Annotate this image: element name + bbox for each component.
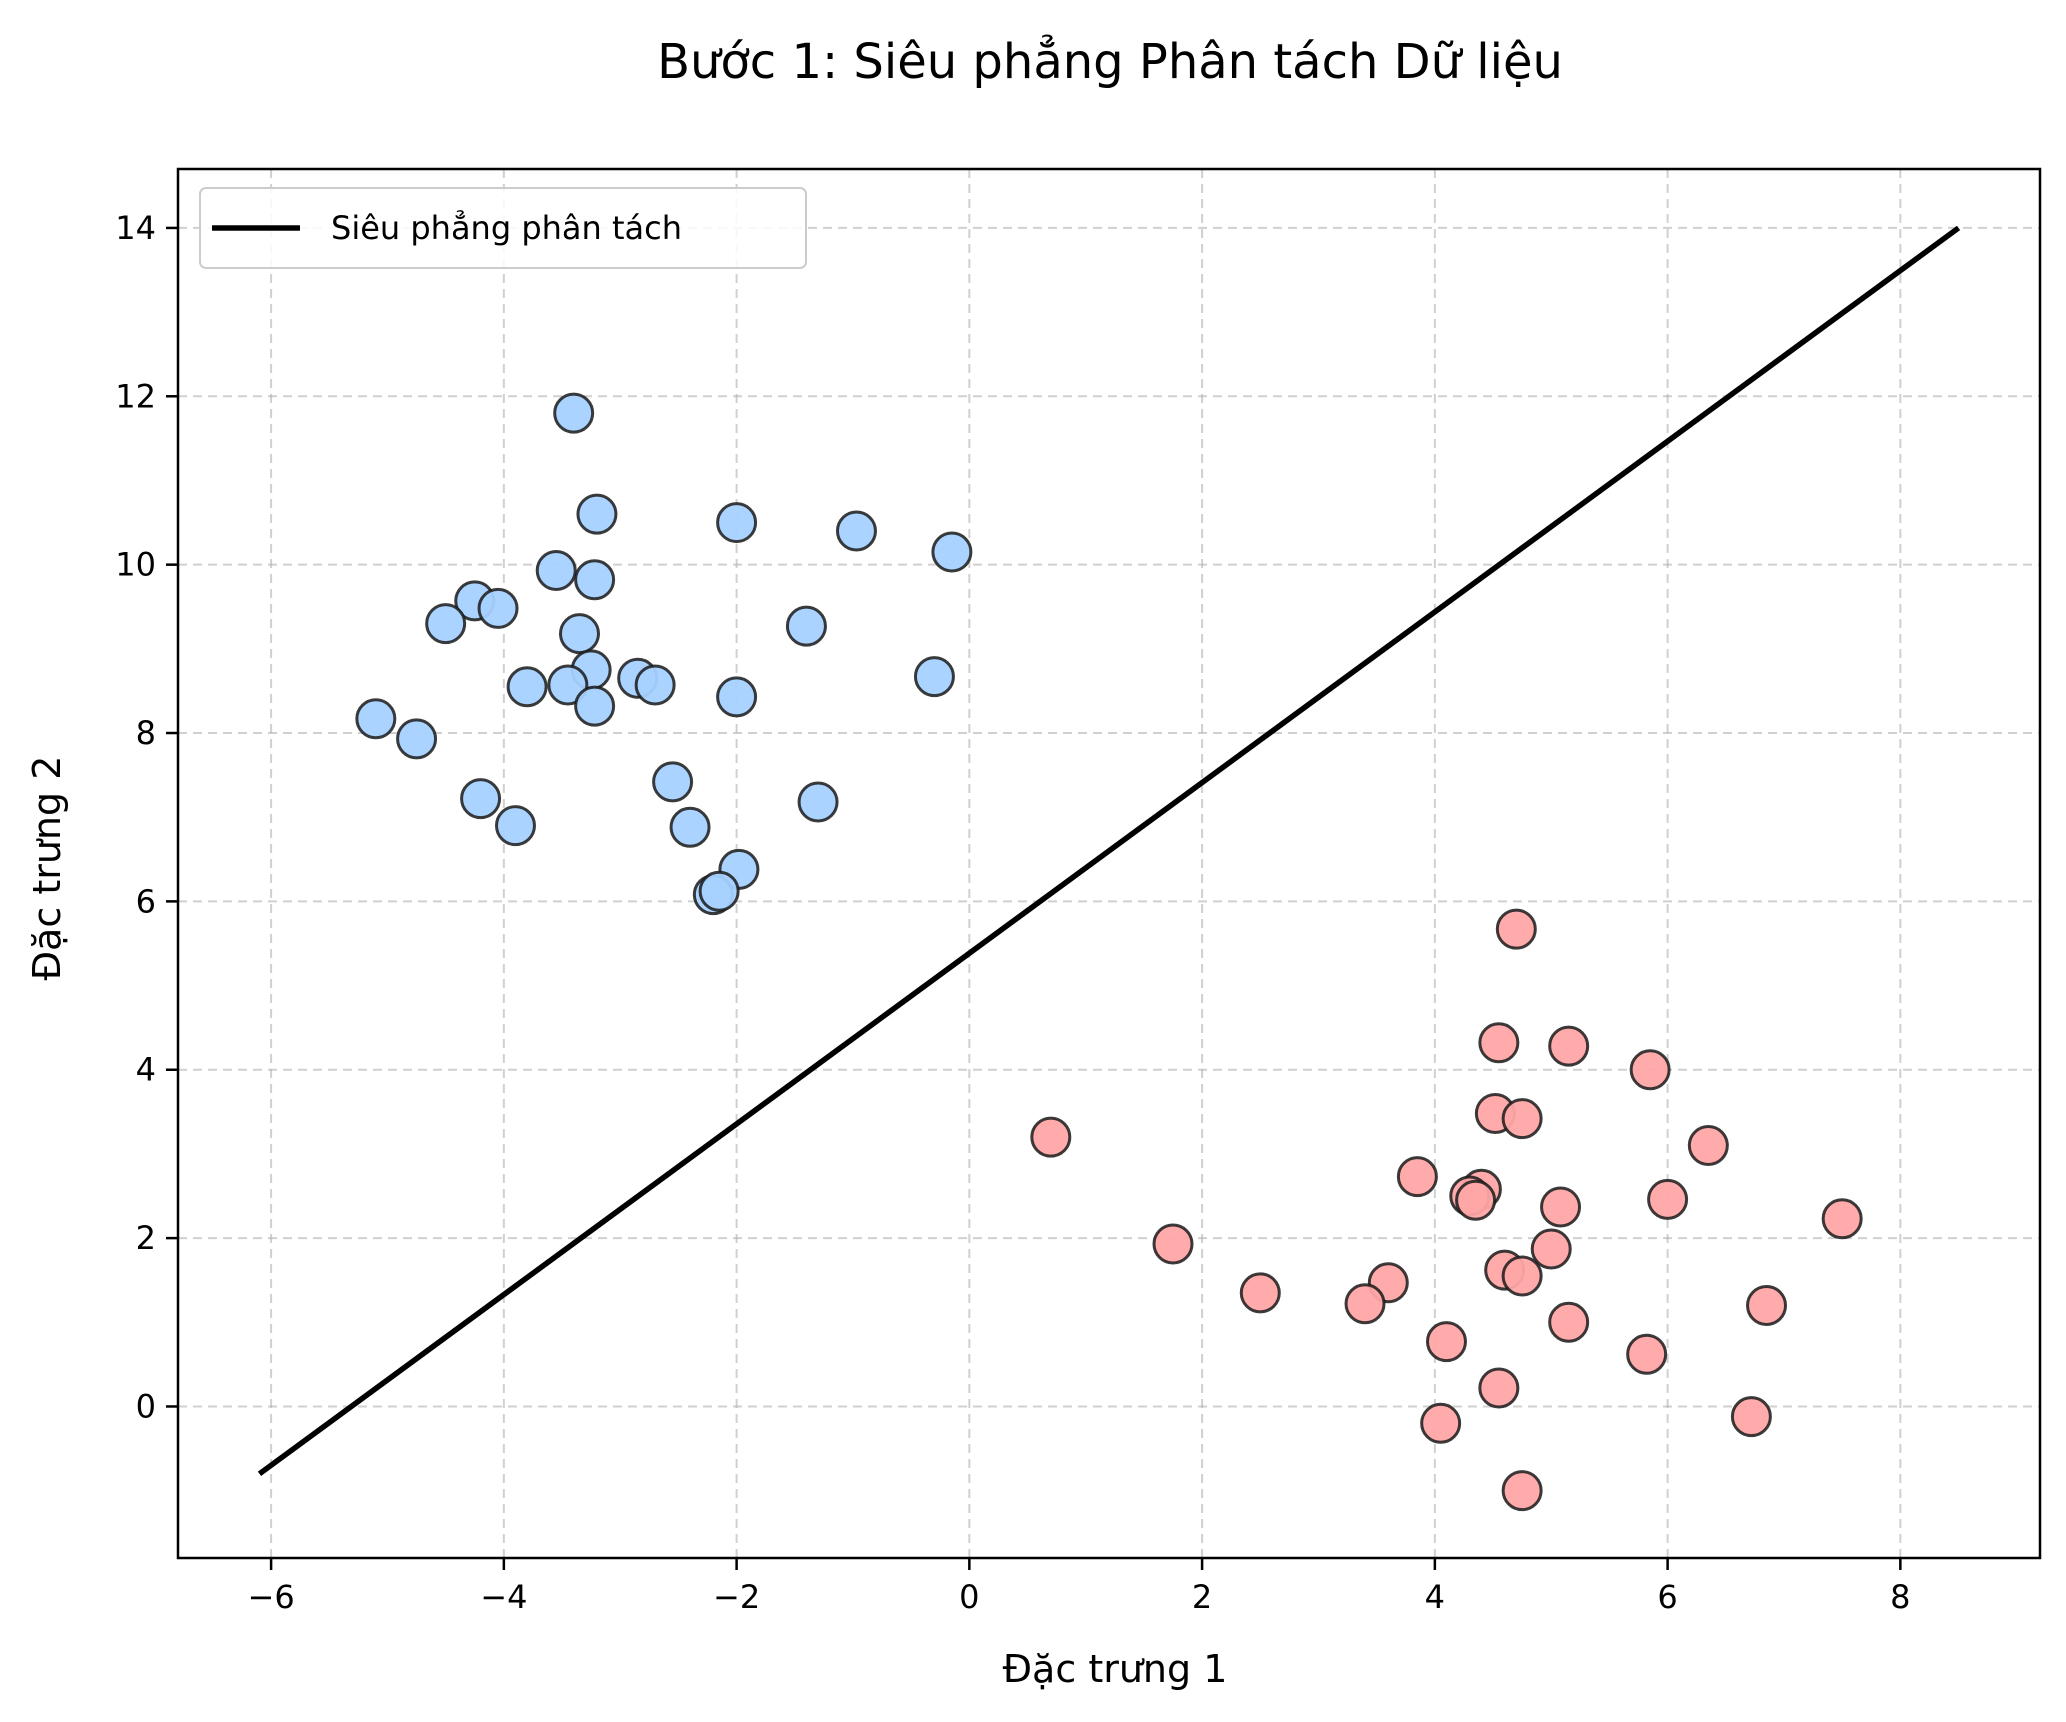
- y-tick-label: 8: [136, 714, 156, 752]
- data-point: [535, 550, 577, 592]
- hyperplane-line: [257, 225, 1961, 1477]
- data-point: [1626, 1333, 1668, 1375]
- data-point: [716, 676, 758, 718]
- data-point: [1420, 1402, 1462, 1444]
- data-point: [797, 781, 839, 823]
- legend-box: [199, 187, 807, 269]
- x-tick-label: 8: [1890, 1578, 1910, 1616]
- data-point: [1478, 1367, 1520, 1409]
- y-tick-label: 4: [136, 1051, 156, 1089]
- data-point: [1746, 1284, 1788, 1326]
- data-point: [425, 603, 467, 645]
- data-point: [576, 493, 618, 535]
- data-point: [355, 698, 397, 740]
- data-point: [1501, 1470, 1543, 1512]
- data-point: [547, 664, 589, 706]
- y-axis-label: Đặc trưng 2: [25, 756, 69, 981]
- y-tick-label: 6: [136, 882, 156, 920]
- x-tick-label: 2: [1192, 1578, 1212, 1616]
- x-tick-label: 0: [959, 1578, 979, 1616]
- data-point: [698, 870, 740, 912]
- chart-title: Bước 1: Siêu phẳng Phân tách Dữ liệu: [657, 34, 1563, 90]
- data-point: [558, 613, 600, 655]
- x-tick-label: 6: [1657, 1578, 1677, 1616]
- data-point: [1501, 1255, 1543, 1297]
- y-tick-label: 10: [115, 546, 156, 584]
- data-point: [574, 685, 616, 727]
- axis-ticks: −6 −4 −2 0 2 4 6 8 0 2 4 6 8 10 12 14: [115, 209, 1910, 1616]
- y-tick-label: 2: [136, 1219, 156, 1257]
- data-point: [506, 666, 548, 708]
- data-point: [1344, 1283, 1386, 1325]
- x-tick-label: 4: [1425, 1578, 1445, 1616]
- data-point: [1548, 1301, 1590, 1343]
- x-tick-label: −2: [713, 1578, 760, 1616]
- data-point: [574, 559, 616, 601]
- data-point: [1152, 1223, 1194, 1265]
- data-point: [1455, 1179, 1497, 1221]
- data-point: [1396, 1156, 1438, 1198]
- data-point: [669, 806, 711, 848]
- data-point: [1478, 1022, 1520, 1064]
- data-point: [1495, 908, 1537, 950]
- data-point: [553, 392, 595, 434]
- legend-label: Siêu phẳng phân tách: [331, 209, 682, 247]
- plot-frame: [176, 167, 2042, 1560]
- data-point: [1239, 1272, 1281, 1314]
- data-point: [1687, 1125, 1729, 1167]
- data-point: [1730, 1396, 1772, 1438]
- data-point: [785, 605, 827, 647]
- x-tick-label: −4: [480, 1578, 527, 1616]
- data-point: [716, 502, 758, 544]
- y-tick-label: 12: [115, 377, 156, 415]
- data-point: [1647, 1178, 1689, 1220]
- x-axis-label: Đặc trưng 1: [1003, 1647, 1228, 1691]
- data-point: [652, 761, 694, 803]
- data-point: [460, 778, 502, 820]
- data-point: [1030, 1116, 1072, 1158]
- data-point: [396, 718, 438, 760]
- data-point: [634, 664, 676, 706]
- data-point: [931, 531, 973, 573]
- data-point: [1629, 1049, 1671, 1091]
- x-tick-label: −6: [248, 1578, 295, 1616]
- y-tick-label: 14: [115, 209, 156, 247]
- data-point: [1821, 1198, 1863, 1240]
- data-point: [1530, 1228, 1572, 1270]
- points-layer: [355, 392, 1863, 1512]
- data-point: [477, 587, 519, 629]
- data-point: [494, 805, 536, 847]
- legend: Siêu phẳng phân tách: [199, 187, 807, 269]
- data-point: [1540, 1186, 1582, 1228]
- data-point: [913, 656, 955, 698]
- hyperplane-layer: [257, 225, 1961, 1477]
- data-point: [835, 510, 877, 552]
- series-class-red: [1030, 908, 1863, 1512]
- series-class-blue: [355, 392, 973, 916]
- data-point: [1425, 1321, 1467, 1363]
- data-point: [1501, 1098, 1543, 1140]
- y-tick-label: 0: [136, 1387, 156, 1425]
- data-point: [1548, 1025, 1590, 1067]
